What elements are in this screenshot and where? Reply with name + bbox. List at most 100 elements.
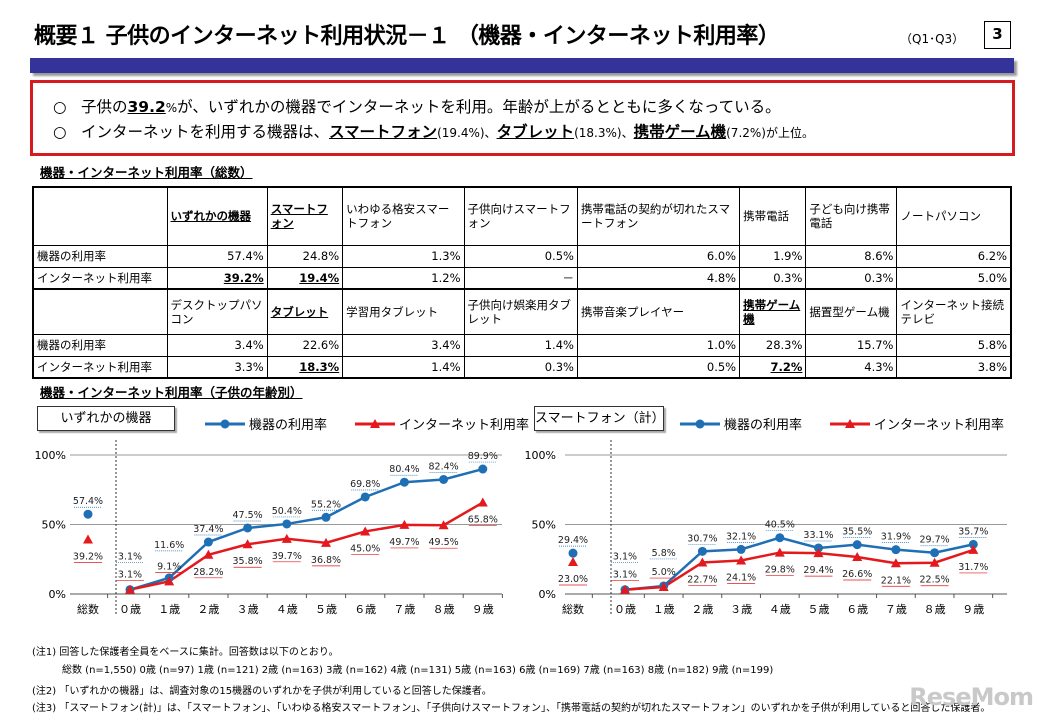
data-label: 57.4%	[73, 496, 103, 507]
charts-section-title: 機器・インターネット利用率（子供の年齢別）	[40, 385, 303, 400]
table-cell: 0.5%	[576, 355, 741, 379]
row-label: インターネット利用率	[32, 355, 168, 379]
table-cell: 39.2%	[166, 266, 268, 290]
page-title: 概要１ 子供のインターネット利用状況－１ （機器・インターネット利用率）	[34, 24, 780, 49]
series-line-internet	[129, 501, 484, 591]
data-point	[281, 533, 292, 543]
data-label: 33.1%	[803, 530, 833, 541]
x-tick-label: ５歳	[808, 603, 830, 616]
table-cell: 7.2%	[739, 355, 807, 379]
table-cell: 24.8%	[266, 244, 344, 268]
table-cell: 19.4%	[266, 266, 344, 290]
data-label: 49.5%	[429, 537, 459, 548]
column-header: 学習用タブレット	[342, 288, 465, 335]
data-label: 9.1%	[157, 561, 181, 572]
data-label: 26.6%	[842, 569, 872, 580]
x-tick-label: ４歳	[276, 603, 298, 616]
table-cell: 5.0%	[896, 266, 1012, 290]
data-point	[568, 557, 578, 567]
series-line-device	[624, 536, 974, 591]
table-cell: 18.3%	[266, 355, 344, 379]
title-divider-bar	[30, 58, 1014, 73]
age-chart-any-device: 0% 50% 100% 総数 ０歳 １歳 ２歳 ３歳 ４歳 ５歳 ６歳 ７歳 ８歳 ９歳 57.4% 3.1%…	[35, 440, 503, 616]
column-header: 子ども向け携帯電話	[805, 186, 898, 246]
age-chart-smartphone: 0% 50% 100% 総数 ０歳 １歳 ２歳 ３歳 ４歳 ５歳 ６歳 ７歳 ８歳 ９歳 29.4% 3.1%…	[525, 440, 1007, 616]
x-tick-label: ８歳	[924, 603, 946, 616]
data-point	[852, 552, 863, 562]
y-tick-label: 0%	[539, 588, 556, 601]
x-tick-label: ９歳	[962, 603, 984, 616]
x-tick-label: ３歳	[237, 603, 259, 616]
legend-label: インターネット利用率	[874, 418, 1005, 433]
data-point	[620, 584, 630, 594]
data-point	[814, 543, 823, 553]
data-label: 39.2%	[73, 552, 103, 563]
text: 子供の	[81, 98, 128, 116]
summary-box: ○ 子供の39.2%が、いずれかの機器でインターネットを利用。年齢が上がるとともに…	[30, 80, 1015, 156]
data-point	[774, 547, 785, 557]
data-label: 5.0%	[652, 567, 676, 578]
data-point	[775, 533, 785, 543]
data-label: 50.4%	[272, 506, 302, 517]
data-label: 37.4%	[193, 524, 223, 535]
data-point	[360, 492, 370, 502]
data-point	[83, 509, 93, 519]
page-number: 3	[984, 21, 1011, 49]
data-point	[891, 545, 901, 555]
column-header: 子供向け娯楽用タブレット	[463, 288, 578, 335]
table-cell: 1.0%	[576, 333, 741, 357]
data-point	[125, 584, 135, 594]
x-tick-label: ２歳	[691, 603, 713, 616]
x-tick-label: ３歳	[730, 603, 752, 616]
table-cell: 8.6%	[805, 244, 898, 268]
table-cell: 1.9%	[739, 244, 807, 268]
table-cell: 3.8%	[896, 355, 1012, 379]
data-label: 45.0%	[350, 543, 380, 554]
data-point	[439, 474, 449, 484]
data-label: 3.1%	[118, 570, 142, 581]
note-2: (注2) 「いずれかの機器」は、調査対象の15機器のいずれかを子供が利用している…	[32, 686, 492, 697]
legend-label: インターネット利用率	[399, 418, 530, 433]
data-label: 31.9%	[881, 532, 911, 543]
x-tick-label: １歳	[653, 603, 675, 616]
data-label: 30.7%	[687, 533, 717, 544]
bullet-icon: ○	[53, 123, 67, 141]
column-header: スマートフォン	[266, 186, 344, 246]
table-cell: 0.3%	[739, 266, 807, 290]
data-point	[968, 539, 978, 549]
x-tick-label: 総数	[562, 602, 584, 616]
x-tick-label: ７歳	[393, 603, 415, 616]
legend-circle-marker-icon	[680, 419, 720, 428]
data-point	[83, 534, 93, 544]
table-cell: －	[463, 266, 578, 290]
table-cell: 1.4%	[342, 355, 465, 379]
data-point	[852, 540, 862, 550]
data-label: 24.1%	[726, 573, 756, 584]
data-point	[658, 582, 669, 592]
bullet-icon: ○	[53, 98, 67, 116]
legend-circle-marker-icon	[205, 419, 245, 428]
data-label: 35.8%	[233, 556, 263, 567]
x-tick-label: ６歳	[354, 603, 376, 616]
table-cell: 1.3%	[342, 244, 465, 268]
table-cell: 3.4%	[166, 333, 268, 357]
x-tick-label: ９歳	[472, 603, 494, 616]
data-point	[890, 558, 901, 568]
data-point	[736, 555, 747, 565]
data-label: 23.0%	[558, 574, 588, 585]
data-label: 32.1%	[726, 531, 756, 542]
data-point	[930, 548, 940, 558]
data-point	[697, 546, 707, 556]
column-header: ノートパソコン	[896, 186, 1012, 246]
data-label: 65.8%	[468, 515, 498, 526]
watermark-logo: ReseMom	[909, 683, 1034, 711]
table-cell: 1.4%	[463, 333, 578, 357]
data-label: 11.6%	[154, 540, 184, 551]
text: インターネットを利用する機器は、	[81, 123, 330, 141]
data-label: 22.1%	[881, 575, 911, 586]
table-cell: 6.2%	[896, 244, 1012, 268]
table-cell: 4.3%	[805, 355, 898, 379]
data-label: 28.2%	[193, 567, 223, 578]
table-cell: 3.4%	[342, 333, 465, 357]
data-label: 69.8%	[350, 479, 380, 490]
